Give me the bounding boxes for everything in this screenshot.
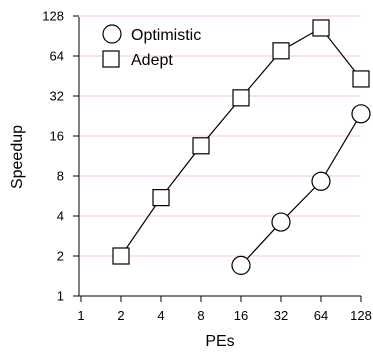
y-tick-label-16: 16: [50, 129, 64, 144]
y-tick-label-64: 64: [50, 49, 64, 64]
legend-label-optimistic: Optimistic: [131, 27, 201, 44]
legend-label-adept: Adept: [131, 52, 173, 69]
legend: Optimistic Adept: [102, 24, 201, 69]
x-tick-label-1: 1: [77, 308, 84, 323]
y-tick-label-8: 8: [57, 169, 64, 184]
x-tick-label-128: 128: [350, 308, 372, 323]
x-tick-label-4: 4: [157, 308, 164, 323]
x-ticks: 1 2 4 8 16 32 64 128: [77, 296, 372, 323]
data-point-optimistic-128: [351, 104, 371, 124]
legend-circle-marker: [102, 24, 122, 44]
data-point-adept-8: [192, 137, 210, 155]
markers: [112, 19, 371, 275]
data-point-adept-128: [352, 70, 370, 88]
x-tick-label-16: 16: [234, 308, 248, 323]
x-tick-label-2: 2: [117, 308, 124, 323]
legend-square-marker: [102, 50, 120, 68]
axes: [78, 17, 361, 297]
data-point-adept-4: [152, 189, 170, 207]
data-point-adept-2: [112, 247, 130, 265]
x-tick-label-32: 32: [274, 308, 288, 323]
data-point-adept-16: [232, 89, 250, 107]
data-point-adept-64: [312, 19, 330, 37]
x-tick-label-64: 64: [314, 308, 328, 323]
data-point-optimistic-64: [311, 171, 331, 191]
y-axis-title: Speedup: [9, 125, 26, 189]
y-tick-label-4: 4: [57, 209, 64, 224]
series-line-optimistic: [240, 113, 362, 266]
x-tick-label-8: 8: [197, 308, 204, 323]
data-point-optimistic-16: [231, 255, 251, 275]
y-tick-label-32: 32: [50, 89, 64, 104]
gridlines: [79, 15, 361, 257]
y-ticks: 1 2 4 8 16 32 64 128: [42, 9, 79, 304]
x-axis-title: PEs: [205, 333, 234, 350]
data-point-adept-32: [272, 42, 290, 60]
y-tick-label-2: 2: [57, 249, 64, 264]
y-tick-label-128: 128: [42, 9, 64, 24]
y-tick-label-1: 1: [57, 289, 64, 304]
data-point-optimistic-32: [271, 212, 291, 232]
